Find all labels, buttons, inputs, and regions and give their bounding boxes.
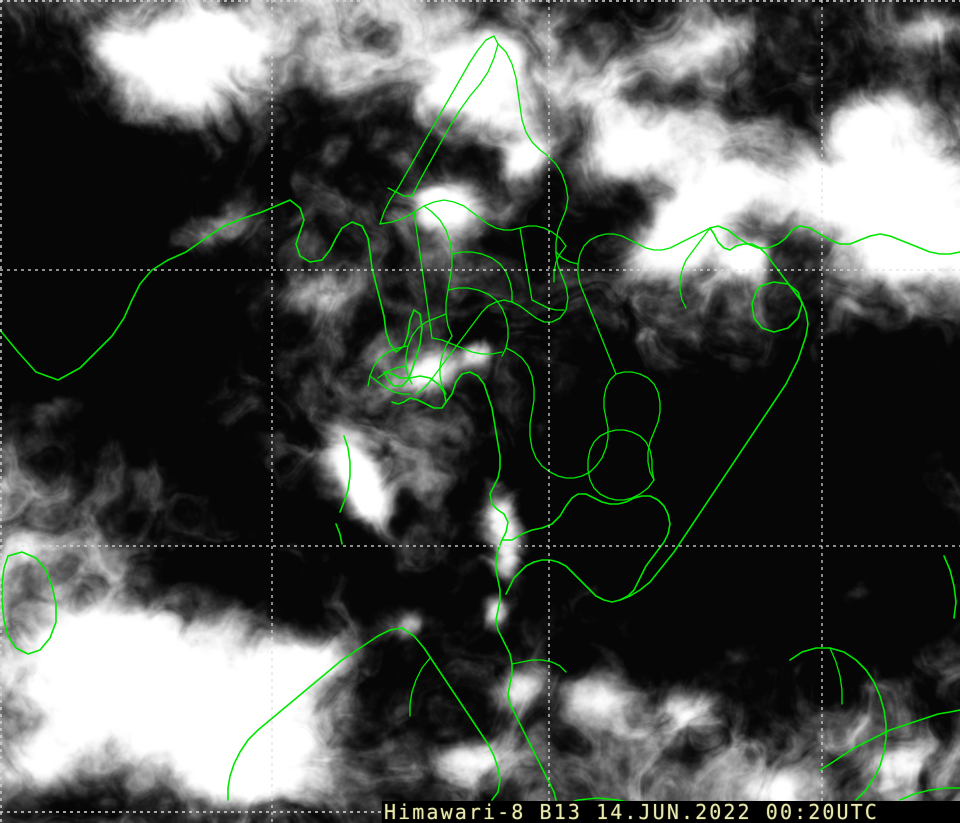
admin-boundary-path: [829, 647, 843, 705]
coastline-path: [943, 555, 957, 619]
admin-boundary-layer: [367, 35, 843, 717]
coastline-path: [227, 627, 403, 801]
coastline-path: [619, 227, 809, 601]
admin-boundary-path: [679, 227, 711, 309]
coastline-path: [751, 281, 803, 333]
admin-boundary-path: [413, 211, 433, 339]
coastline-path: [335, 523, 343, 545]
admin-boundary-path: [553, 245, 567, 283]
coastline-path: [899, 787, 960, 801]
coastline-path: [819, 709, 960, 771]
admin-boundary-path: [387, 187, 413, 197]
coastline-layer: [0, 199, 960, 817]
admin-boundary-path: [531, 299, 565, 311]
admin-boundary-path: [519, 227, 533, 301]
coastline-path: [339, 435, 351, 513]
admin-boundary-path: [369, 375, 411, 395]
admin-boundary-path: [415, 43, 569, 395]
coastline-path: [709, 225, 960, 255]
admin-boundary-path: [615, 371, 661, 481]
admin-boundary-path: [447, 287, 509, 357]
coastline-path: [401, 627, 501, 801]
admin-boundary-path: [377, 365, 407, 379]
caption-bar: Himawari-8 B13 14.JUN.2022 00:20UTC: [382, 801, 960, 823]
admin-boundary-path: [451, 251, 513, 303]
admin-boundary-path: [587, 429, 655, 501]
admin-boundary-path: [409, 657, 431, 717]
admin-boundary-path: [577, 227, 711, 375]
coastline-path: [391, 401, 405, 405]
coastline-path: [1, 551, 57, 655]
coastline-path: [789, 647, 887, 801]
admin-boundary-path: [379, 199, 567, 247]
admin-boundary-path: [405, 313, 447, 385]
admin-boundary-path: [431, 337, 503, 355]
caption-text: Himawari-8 B13 14.JUN.2022 00:20UTC: [384, 801, 879, 823]
admin-boundary-path: [505, 347, 617, 479]
admin-boundary-path: [511, 659, 567, 673]
admin-boundary-path: [379, 35, 499, 225]
admin-boundary-path: [439, 335, 453, 395]
coastline-path: [445, 371, 557, 801]
admin-boundary-path: [555, 251, 579, 265]
